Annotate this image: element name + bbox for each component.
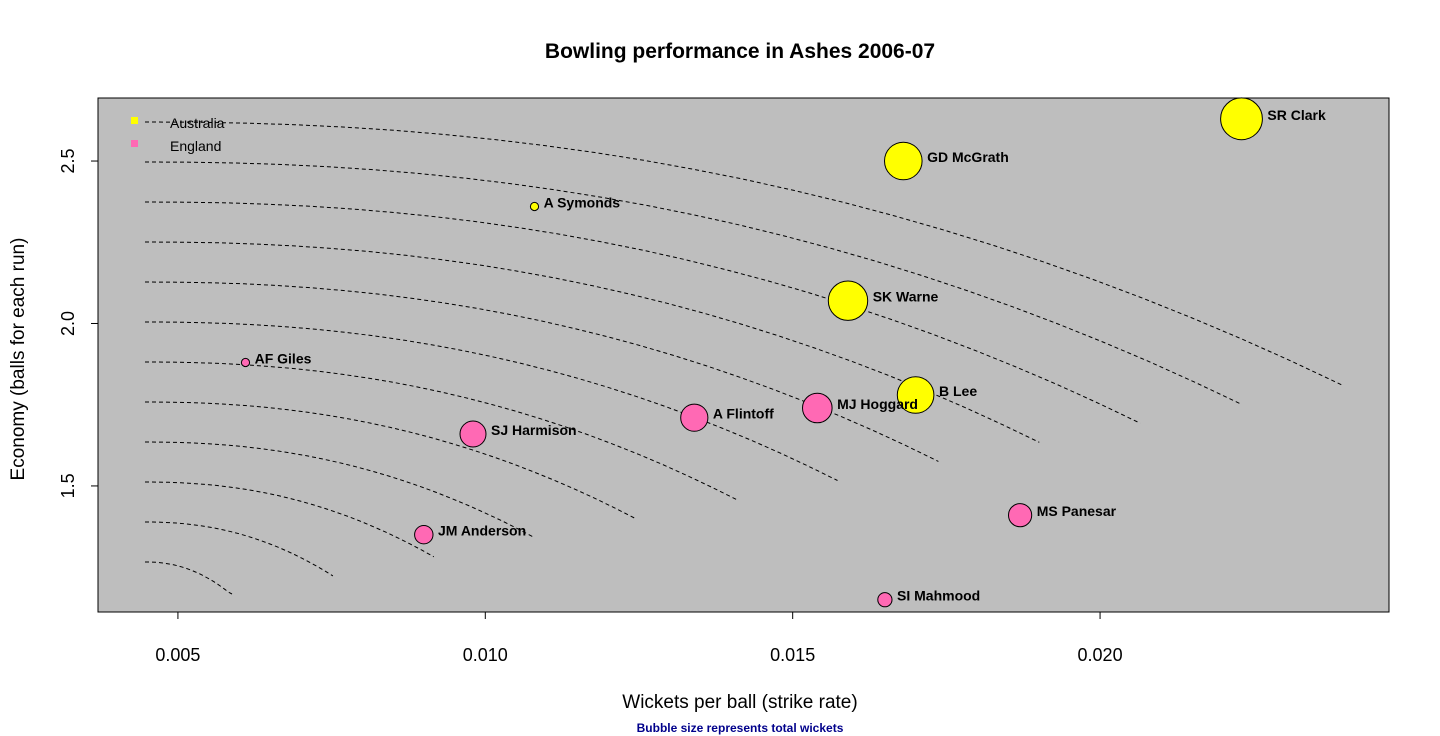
point-jm-anderson [414, 525, 434, 545]
data-points [240, 97, 1263, 608]
point-gd-mcgrath [884, 141, 923, 181]
point-label-ms-panesar: MS Panesar [1037, 503, 1117, 519]
point-sj-harmison [459, 420, 487, 448]
point-sr-clark [1220, 97, 1263, 141]
contour-line [144, 121, 1343, 386]
point-labels: SR Clark GD McGrath A Symonds SK Warne B Lee… [255, 107, 1326, 604]
point-label-gd-mcgrath: GD McGrath [927, 149, 1009, 165]
point-a-symonds [529, 201, 540, 212]
point-label-af-giles: AF Giles [255, 351, 312, 367]
contour-line [144, 481, 435, 558]
point-ms-panesar [1008, 503, 1033, 528]
contour-line [145, 561, 233, 595]
point-b-lee [896, 376, 935, 414]
legend-swatch-australia [131, 117, 138, 124]
point-a-flintoff [680, 403, 709, 432]
x-tick-label: 0.015 [770, 645, 815, 665]
contour-line [144, 441, 535, 539]
point-label-sk-warne: SK Warne [873, 289, 939, 305]
point-label-a-flintoff: A Flintoff [713, 406, 774, 422]
y-tick-label: 2.0 [58, 311, 78, 336]
contour-line [144, 201, 1141, 424]
x-tick-label: 0.020 [1078, 645, 1123, 665]
contour-line [144, 281, 939, 462]
x-tick-label: 0.005 [155, 645, 200, 665]
x-tick-label: 0.010 [463, 645, 508, 665]
legend: Australia England [131, 115, 225, 154]
legend-label-england: England [170, 138, 221, 154]
y-axis: 1.5 2.0 2.5 [58, 148, 99, 498]
chart-title: Bowling performance in Ashes 2006-07 [545, 40, 935, 63]
contour-line [145, 521, 334, 577]
point-label-jm-anderson: JM Anderson [438, 523, 526, 539]
point-label-sr-clark: SR Clark [1267, 107, 1326, 123]
point-label-mj-hoggard: MJ Hoggard [837, 396, 918, 412]
x-axis-title: Wickets per ball (strike rate) [622, 692, 857, 713]
legend-swatch-england [131, 140, 138, 147]
point-label-sj-harmison: SJ Harmison [491, 422, 577, 438]
y-tick-label: 1.5 [58, 473, 78, 498]
contour-line [144, 241, 1040, 443]
point-sk-warne [827, 280, 869, 321]
plot-area [97, 97, 1390, 613]
point-label-si-mahmood: SI Mahmood [897, 588, 980, 604]
point-label-a-symonds: A Symonds [544, 195, 621, 211]
y-tick-label: 2.5 [58, 148, 78, 173]
y-axis-title: Economy (balls for each run) [8, 238, 29, 481]
legend-label-australia: Australia [170, 115, 225, 131]
point-label-b-lee: B Lee [939, 383, 977, 399]
x-axis: 0.005 0.010 0.015 0.020 [155, 611, 1123, 665]
contour-lines [144, 121, 1343, 595]
point-si-mahmood [877, 592, 893, 608]
contour-line [144, 321, 838, 481]
point-af-giles [240, 357, 251, 368]
chart-caption: Bubble size represents total wickets [637, 721, 844, 735]
contour-line [144, 161, 1242, 405]
contour-line [144, 401, 636, 520]
point-mj-hoggard [802, 392, 833, 424]
